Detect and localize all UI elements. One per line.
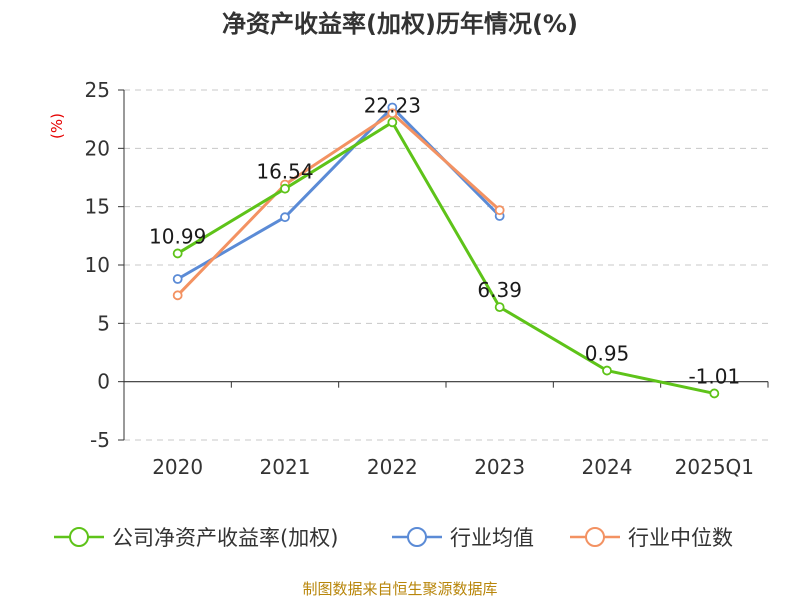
data-point	[280, 212, 290, 223]
y-tick-label: 15	[85, 195, 110, 219]
x-tick-label: 2020	[152, 455, 203, 479]
data-label: -1.01	[688, 364, 740, 388]
data-point	[709, 388, 720, 399]
series-line	[176, 120, 715, 395]
y-tick-label: 5	[97, 311, 110, 335]
data-label: 10.99	[149, 224, 206, 248]
series-lines	[172, 102, 720, 399]
series-line	[176, 106, 501, 281]
y-axis-label: (%)	[48, 113, 66, 139]
y-tick-labels: 25 20 15 10 5 0 -5	[85, 78, 110, 452]
series-line	[176, 111, 501, 297]
y-tick-label: 10	[85, 253, 110, 277]
source-note: 制图数据来自恒生聚源数据库	[302, 580, 497, 598]
data-point	[280, 183, 290, 194]
data-label: 22.23	[364, 93, 421, 117]
grid-lines	[124, 89, 768, 441]
x-tick-label: 2024	[582, 455, 633, 479]
data-label: 16.54	[256, 160, 313, 184]
data-label: 6.39	[477, 278, 522, 302]
data-point	[387, 117, 398, 128]
data-label: 0.95	[585, 342, 630, 366]
data-labels: 10.99 16.54 22.23 6.39 0.95 -1.01	[149, 93, 740, 388]
legend-marker	[407, 527, 427, 547]
y-tick-label: 25	[85, 78, 110, 102]
legend-label: 公司净资产收益率(加权)	[112, 526, 338, 550]
x-tick-labels: 2020 2021 2022 2023 2024 2025Q1	[152, 455, 754, 479]
data-point	[387, 108, 398, 119]
legend-label: 行业均值	[450, 526, 534, 550]
x-tick-label: 2022	[367, 455, 418, 479]
legend: 公司净资产收益率(加权) 行业均值 行业中位数	[54, 526, 733, 550]
y-tick-label: -5	[90, 428, 110, 452]
y-tick-label: 20	[85, 136, 110, 160]
legend-marker	[69, 527, 89, 547]
chart-title: 净资产收益率(加权)历年情况(%)	[222, 10, 578, 38]
data-point	[172, 274, 183, 284]
data-point	[172, 290, 183, 301]
data-point	[494, 302, 505, 313]
x-tick-label: 2021	[260, 455, 311, 479]
x-tick-label: 2025Q1	[675, 455, 754, 479]
data-point	[494, 205, 505, 216]
data-point	[172, 248, 183, 259]
x-tick-label: 2023	[474, 455, 525, 479]
data-point	[602, 365, 612, 376]
legend-label: 行业中位数	[628, 526, 733, 550]
y-tick-label: 0	[97, 370, 110, 394]
legend-marker	[585, 527, 605, 547]
